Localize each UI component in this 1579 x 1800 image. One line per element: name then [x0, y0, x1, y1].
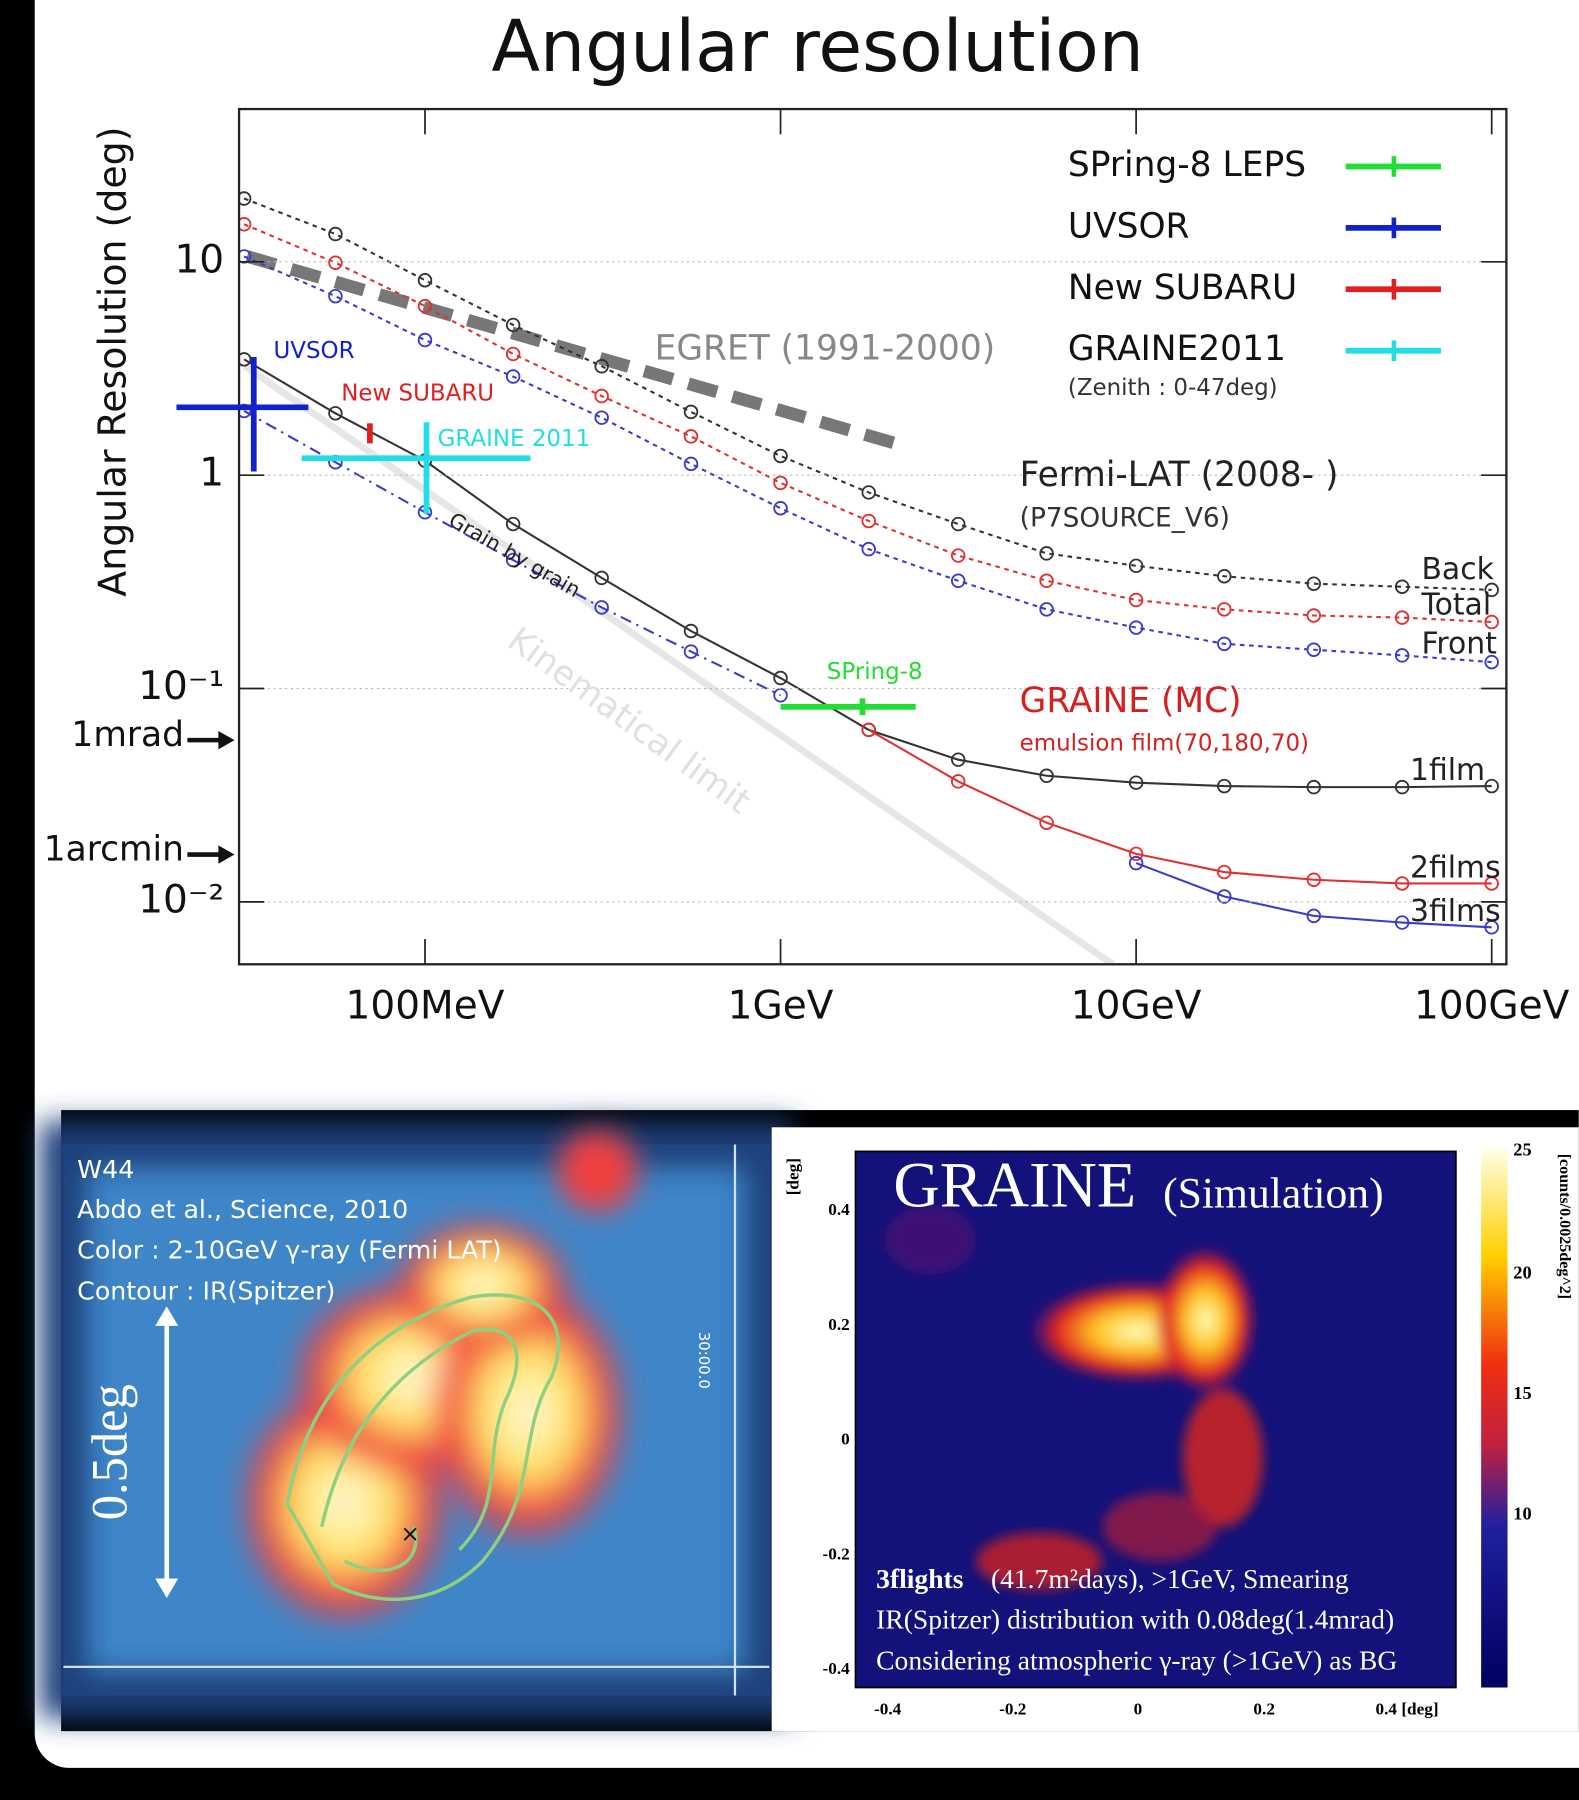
info-line: W44 — [77, 1155, 134, 1184]
y-tick-label: 10⁻¹ — [138, 664, 224, 709]
caption: IR(Spitzer) distribution with 0.08deg(1.… — [876, 1603, 1394, 1634]
right-image: GRAINE (Simulation) [deg] 0.4 0.2 0 -0.2… — [772, 1127, 1579, 1731]
measurement-label: SPring-8 — [827, 659, 923, 685]
y-tick-label: 1 — [199, 451, 224, 496]
series-label: Front — [1421, 627, 1496, 662]
colorbar-tick: 25 — [1513, 1140, 1531, 1160]
slide: Angular resolution Angular Resolution (de… — [0, 0, 1579, 1800]
map-y-tick: 0.2 — [828, 1315, 850, 1334]
reference-label: EGRET (1991-2000) — [655, 329, 996, 369]
coord-label: 30:00.0 — [695, 1332, 713, 1389]
x-tick-label: 100GeV — [1414, 983, 1570, 1028]
series-label: 2films — [1410, 851, 1501, 886]
y-unit: [deg] — [784, 1158, 803, 1195]
map-title: GRAINE — [893, 1149, 1136, 1220]
legend-label: New SUBARU — [1068, 268, 1297, 308]
series-label: 3films — [1410, 894, 1501, 929]
colorbar-tick: 15 — [1513, 1383, 1531, 1403]
map-y-tick: 0 — [841, 1430, 850, 1449]
legend-note: (Zenith : 0-47deg) — [1068, 375, 1278, 401]
map-x-tick: -0.2 — [999, 1699, 1026, 1718]
colorbar — [1481, 1148, 1507, 1688]
x-tick-label: 10GeV — [1071, 983, 1202, 1028]
map-y-tick: -0.2 — [823, 1544, 850, 1563]
legend-label: UVSOR — [1068, 206, 1190, 246]
measurement-label: New SUBARU — [341, 380, 494, 406]
page: {"chart_data": { "type": "line", "title"… — [0, 0, 1579, 1800]
caption: (41.7m²days), >1GeV, Smearing — [991, 1563, 1349, 1594]
info-line: Abdo et al., Science, 2010 — [77, 1195, 408, 1224]
y-tick-label: 10 — [174, 237, 224, 282]
info-line: Contour : IR(Spitzer) — [77, 1277, 335, 1306]
colorbar-tick: 10 — [1513, 1504, 1531, 1524]
map-x-tick: 0 — [1134, 1699, 1143, 1718]
legend-label: SPring-8 LEPS — [1068, 145, 1306, 185]
left-image: × 0.5deg 30:00.0 W44 Abdo et al., Scienc… — [63, 1131, 769, 1696]
scale-label: 0.5deg — [82, 1384, 138, 1520]
annotation: (P7SOURCE_V6) — [1020, 502, 1230, 533]
colorbar-label: [counts/0.0025deg^2] — [1556, 1154, 1573, 1299]
x-tick-label: 100MeV — [346, 983, 505, 1028]
legend-label: GRAINE2011 — [1068, 329, 1286, 369]
map-x-tick: 0.2 — [1253, 1699, 1275, 1718]
caption: Considering atmospheric γ-ray (>1GeV) as… — [876, 1645, 1397, 1676]
map-x-tick: 0.4 [deg] — [1376, 1699, 1439, 1718]
annotation: emulsion film(70,180,70) — [1020, 730, 1309, 756]
center-mark: × — [400, 1521, 419, 1547]
map-y-tick: 0.4 — [828, 1200, 850, 1219]
measurement-label: UVSOR — [273, 338, 354, 364]
series-label: Back — [1421, 552, 1494, 587]
map-x-tick: -0.4 — [874, 1699, 902, 1718]
colorbar-tick: 20 — [1513, 1262, 1531, 1282]
map-subtitle: (Simulation) — [1163, 1169, 1383, 1217]
chart-title: Angular resolution — [491, 5, 1144, 88]
series-label: Total — [1420, 588, 1491, 623]
annotation: Fermi-LAT (2008- ) — [1020, 455, 1339, 495]
marker-label: 1mrad — [71, 715, 184, 755]
y-tick-label: 10⁻² — [138, 877, 224, 922]
y-axis-label: Angular Resolution (deg) — [91, 127, 135, 597]
info-line: Color : 2-10GeV γ-ray (Fermi LAT) — [77, 1235, 501, 1264]
marker-label: 1arcmin — [44, 830, 184, 870]
measurement-label: GRAINE 2011 — [438, 426, 591, 452]
caption-bold: 3flights — [876, 1563, 964, 1594]
x-tick-label: 1GeV — [728, 983, 834, 1028]
map-y-tick: -0.4 — [823, 1659, 851, 1678]
annotation: GRAINE (MC) — [1020, 681, 1242, 721]
series-label: 1film — [1410, 753, 1485, 788]
